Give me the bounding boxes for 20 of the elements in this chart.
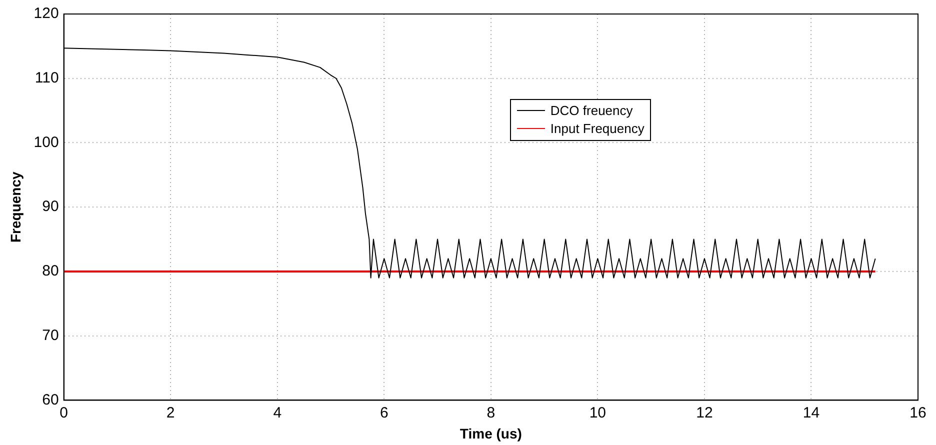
y-tick-label: 110 bbox=[34, 70, 59, 87]
x-tick-label: 8 bbox=[486, 404, 496, 422]
y-tick-label: 100 bbox=[34, 134, 59, 151]
y-tick-label: 60 bbox=[42, 391, 59, 408]
y-tick-label: 120 bbox=[34, 5, 59, 22]
x-axis-title: Time (us) bbox=[460, 425, 522, 442]
x-tick-label: 4 bbox=[273, 404, 282, 422]
y-tick-label: 70 bbox=[42, 326, 59, 344]
x-tick-label: 16 bbox=[910, 404, 926, 422]
y-tick-label: 90 bbox=[42, 198, 59, 216]
y-tick-label: 80 bbox=[42, 262, 59, 280]
x-tick-label: 14 bbox=[802, 404, 820, 422]
x-tick-label: 6 bbox=[380, 404, 388, 422]
legend-label: DCO freuency bbox=[550, 103, 633, 118]
x-tick-label: 10 bbox=[589, 404, 606, 422]
x-tick-label: 0 bbox=[60, 404, 68, 422]
y-axis-title: Frequency bbox=[7, 171, 24, 243]
x-tick-label: 12 bbox=[696, 404, 713, 422]
legend-label: Input Frequency bbox=[550, 121, 644, 136]
x-tick-label: 2 bbox=[166, 404, 175, 422]
